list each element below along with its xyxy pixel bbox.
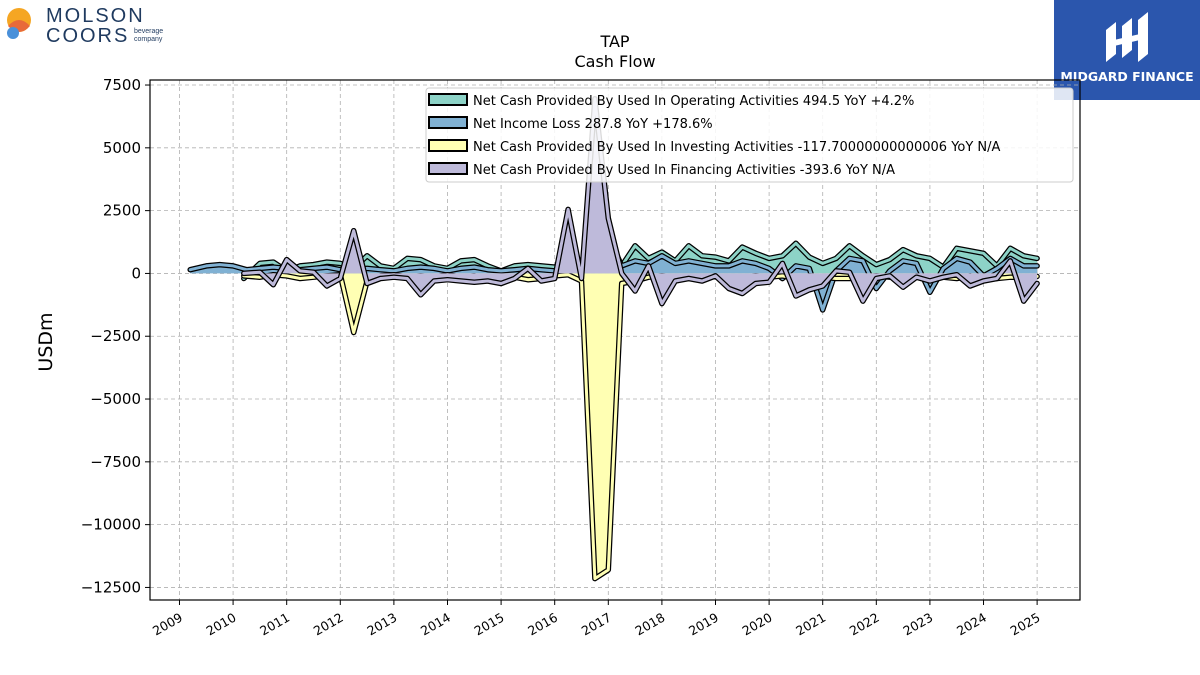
y-tick-label: 5000: [103, 139, 141, 157]
series-line-outline-2: [241, 271, 1040, 582]
x-tick-label: 2022: [847, 610, 882, 639]
logo-crossbar: [1114, 34, 1140, 46]
y-axis-label: USDm: [35, 312, 57, 371]
x-tick-label: 2018: [632, 610, 667, 639]
logo-bar-right: [1138, 12, 1148, 62]
legend-entry: Net Cash Provided By Used In Financing A…: [473, 163, 895, 178]
x-tick-label: 2025: [1008, 610, 1043, 639]
legend: Net Cash Provided By Used In Operating A…: [425, 87, 1074, 183]
series-line-3: [242, 97, 1039, 306]
series-line-2: [242, 273, 1039, 581]
x-tick-label: 2011: [257, 610, 292, 639]
x-tick-label: 2020: [740, 610, 775, 639]
y-tick-label: 2500: [103, 202, 141, 220]
logo-text-line1: MOLSON: [46, 5, 145, 27]
logo-sub-line1: beverage: [134, 28, 163, 35]
legend-entry: Net Cash Provided By Used In Operating A…: [473, 94, 914, 109]
x-tick-label: 2021: [793, 610, 828, 639]
x-tick-label: 2012: [311, 610, 346, 639]
x-tick-label: 2016: [525, 610, 560, 639]
x-tick-label: 2014: [418, 610, 453, 639]
plot-frame: [149, 79, 1081, 601]
legend-entry: Net Cash Provided By Used In Investing A…: [473, 140, 1001, 155]
logo-drop-circle: [7, 27, 19, 39]
legend-entry: Net Income Loss 287.8 YoY +178.6%: [473, 117, 713, 132]
x-tick-label: 2019: [686, 610, 721, 639]
x-tick-label: 2017: [579, 610, 614, 639]
y-tick-label: 0: [131, 264, 141, 282]
legend-swatch: [428, 162, 468, 175]
x-tick-label: 2023: [900, 610, 935, 639]
series-group: [187, 96, 1040, 582]
legend-box: [425, 87, 1074, 183]
x-tick-label: 2010: [204, 610, 239, 639]
x-tick-label: 2024: [954, 610, 989, 639]
chart-title: TAP: [599, 32, 629, 51]
chart-subtitle: Cash Flow: [574, 52, 655, 71]
y-tick-label: −7500: [90, 453, 141, 471]
y-tick-label: −5000: [90, 390, 141, 408]
midgard-finance-logo: MIDGARD FINANCE: [1054, 0, 1200, 100]
y-axis: 7500 5000 2500 0 −2500 −5000 −7500 −10000 −12500: [81, 76, 150, 596]
y-tick-label: −12500: [81, 578, 141, 596]
y-tick-label: −2500: [90, 327, 141, 345]
x-tick-label: 2013: [364, 610, 399, 639]
y-tick-label: −10000: [81, 516, 141, 534]
partner-name: MIDGARD FINANCE: [1060, 69, 1193, 84]
legend-swatch: [428, 116, 468, 129]
x-tick-label: 2015: [472, 610, 507, 639]
x-tick-label: 2009: [150, 610, 185, 639]
y-tick-label: 7500: [103, 76, 141, 94]
logo-sub-line2: company: [134, 36, 163, 43]
legend-swatch: [428, 93, 468, 106]
logo-bar-left: [1106, 22, 1116, 62]
series-area-2: [243, 273, 1038, 579]
molson-coors-logo: MOLSON COORS beverage company: [7, 5, 163, 47]
logo-text-line2: COORS: [46, 25, 129, 47]
series-line-0: [242, 241, 1039, 280]
legend-swatch: [428, 139, 468, 152]
x-axis: 2009 2010 2011 2012 2013 2014 2015 2016 2017 2018…: [150, 600, 1043, 639]
